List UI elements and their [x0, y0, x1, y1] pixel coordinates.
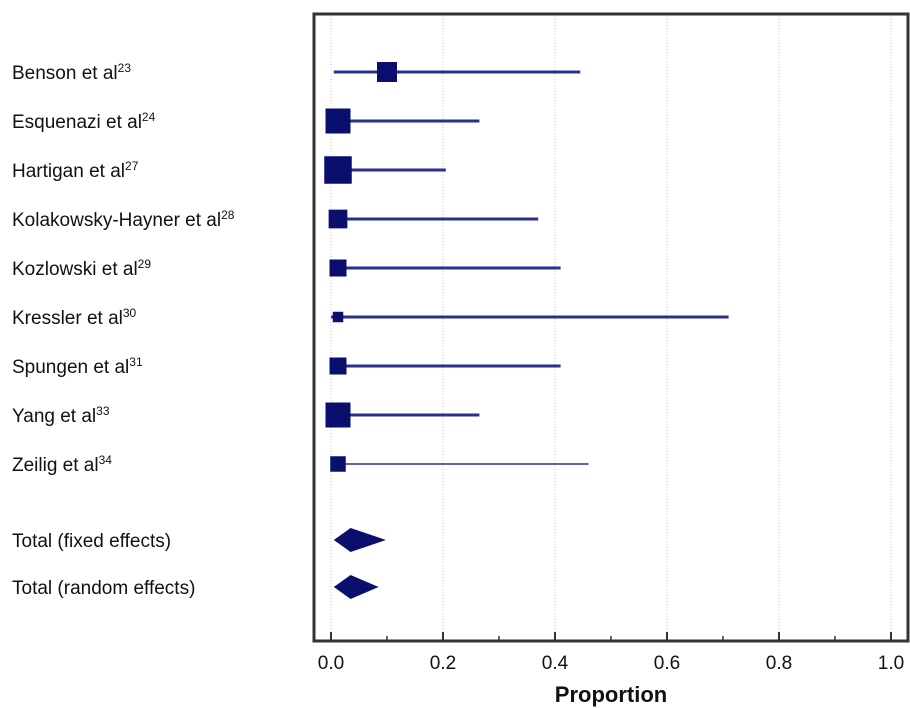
- tick-label-2: 0.4: [542, 653, 569, 674]
- total-diamond-0: [333, 528, 386, 552]
- estimate-marker-1: [325, 108, 351, 134]
- study-label-3: Kolakowsky-Hayner et al28: [12, 208, 235, 231]
- x-axis-title: Proportion: [555, 682, 667, 707]
- study-reference-6: 31: [129, 355, 143, 369]
- study-reference-4: 29: [138, 257, 152, 271]
- study-reference-1: 24: [142, 110, 156, 124]
- study-name-5: Kressler et al: [12, 308, 123, 329]
- tick-label-4: 0.8: [766, 653, 792, 674]
- study-name-8: Zeilig et al: [12, 455, 99, 476]
- tick-label-0: 0.0: [318, 653, 344, 674]
- study-reference-3: 28: [221, 208, 235, 222]
- estimate-marker-8: [330, 456, 346, 472]
- study-name-4: Kozlowski et al: [12, 259, 138, 280]
- total-label-1: Total (random effects): [12, 578, 195, 599]
- tick-label-3: 0.6: [654, 653, 680, 674]
- study-name-1: Esquenazi et al: [12, 112, 142, 133]
- study-name-6: Spungen et al: [12, 357, 129, 378]
- estimate-marker-5: [332, 311, 344, 323]
- study-name-0: Benson et al: [12, 63, 118, 84]
- study-label-6: Spungen et al31: [12, 355, 143, 378]
- total-diamond-1: [333, 575, 379, 599]
- plot-frame: [312, 12, 910, 643]
- study-reference-8: 34: [99, 453, 113, 467]
- study-name-2: Hartigan et al: [12, 161, 125, 182]
- study-reference-5: 30: [123, 306, 137, 320]
- point-estimates: [324, 62, 397, 599]
- tick-label-5: 1.0: [878, 653, 904, 674]
- estimate-marker-3: [328, 209, 348, 229]
- study-label-8: Zeilig et al34: [12, 453, 112, 476]
- confidence-intervals: [331, 70, 729, 465]
- estimate-marker-0: [377, 62, 397, 82]
- study-name-3: Kolakowsky-Hayner et al: [12, 210, 221, 231]
- study-label-1: Esquenazi et al24: [12, 110, 156, 133]
- tick-label-1: 0.2: [430, 653, 456, 674]
- study-reference-2: 27: [125, 159, 139, 173]
- study-labels: Benson et al23 Esquenazi et al24 Hartigan …: [12, 61, 235, 599]
- estimate-marker-6: [329, 357, 347, 375]
- estimate-marker-4: [329, 259, 347, 277]
- total-label-0: Total (fixed effects): [12, 531, 171, 552]
- study-label-7: Yang et al33: [12, 404, 110, 427]
- study-reference-0: 23: [118, 61, 132, 75]
- study-name-7: Yang et al: [12, 406, 96, 427]
- study-reference-7: 33: [96, 404, 110, 418]
- study-label-5: Kressler et al30: [12, 306, 137, 329]
- study-label-4: Kozlowski et al29: [12, 257, 151, 280]
- x-axis: 0.0 0.2 0.4 0.6 0.8 1.0: [318, 632, 904, 674]
- estimate-marker-2: [324, 156, 352, 184]
- grid-lines: [330, 16, 892, 639]
- study-label-2: Hartigan et al27: [12, 159, 139, 182]
- estimate-marker-7: [325, 402, 351, 428]
- study-label-0: Benson et al23: [12, 61, 131, 84]
